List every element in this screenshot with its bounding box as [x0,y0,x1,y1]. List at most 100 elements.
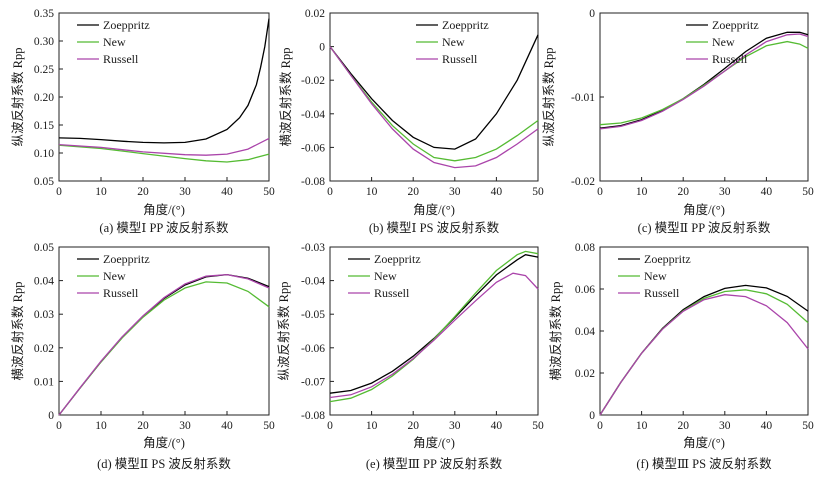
x-axis-title: 角度/(°) [413,202,455,217]
series-line-russell [58,137,270,156]
x-tick-label: 50 [802,186,814,198]
y-tick-label: 0.01 [34,376,54,388]
x-tick-label: 30 [719,186,731,198]
y-tick-label: -0.08 [301,176,325,188]
x-tick-label: 40 [761,186,773,198]
legend-label: Zoeppritz [442,18,489,32]
x-tick-label: 30 [179,186,191,198]
x-tick-label: 20 [407,420,419,432]
y-tick-label: 0 [589,8,595,20]
y-tick-label: 0.02 [34,343,54,355]
legend-label: Russell [712,52,748,66]
series-line-russell [329,46,539,169]
series-line-new [58,144,270,163]
x-tick-label: 10 [636,420,648,432]
chart-panel-d: 横波反射系数 Rpp 角度/(°) (d) 模型Ⅱ PS 波反射系数 0 10 20… [10,242,275,471]
y-axis-title: 横波反射系数 Rpp [10,282,25,381]
x-tick-label: 10 [636,186,648,198]
x-tick-label: 0 [597,186,603,198]
series-line-russell [599,33,809,130]
y-tick-label: 0.04 [575,326,595,338]
series-line-zoeppritz [58,18,270,144]
x-tick-label: 0 [597,420,603,432]
legend-label: Russell [103,52,139,66]
y-tick-label: 0.15 [34,120,54,132]
y-tick-label: -0.01 [571,92,595,104]
legend-label: Russell [103,286,139,300]
x-axis-title: 角度/(°) [143,202,185,217]
series-line-new [599,40,809,126]
series-line-russell [599,294,809,416]
panel-caption: (d) 模型Ⅱ PS 波反射系数 [97,456,231,471]
x-tick-label: 20 [407,186,419,198]
y-axis-title: 纵波反射系数 Rpp [10,48,25,147]
x-tick-label: 50 [532,186,544,198]
series-line-new [329,250,539,403]
plot-frame [58,246,270,416]
legend-label: New [374,269,397,283]
legend-label: Zoeppritz [374,252,421,266]
x-tick-label: 10 [95,420,107,432]
panel-caption: (e) 模型Ⅲ PP 波反射系数 [366,456,503,471]
legend-label: New [644,269,667,283]
series-line-russell [58,273,270,416]
y-tick-label: 0 [589,410,595,422]
x-tick-label: 30 [179,420,191,432]
x-tick-label: 50 [263,420,275,432]
series-line-zoeppritz [58,273,270,416]
x-tick-label: 40 [221,420,233,432]
y-tick-label: -0.04 [301,276,325,288]
y-tick-label: 0 [48,410,54,422]
y-axis-title: 横波反射系数 Rpp [278,48,293,147]
y-tick-label: -0.06 [301,343,325,355]
legend-label: Zoeppritz [644,252,691,266]
x-axis-title: 角度/(°) [413,435,455,450]
x-tick-label: 0 [56,186,62,198]
y-tick-label: -0.08 [301,410,325,422]
legend-label: New [103,269,126,283]
x-tick-label: 50 [263,186,275,198]
series-line-new [58,281,270,416]
y-tick-label: 0.10 [34,148,54,160]
plot-frame [329,246,539,416]
y-tick-label: -0.03 [301,242,325,254]
x-tick-label: 40 [491,420,503,432]
x-tick-label: 10 [366,186,378,198]
legend-label: Zoeppritz [103,18,150,32]
x-tick-label: 0 [56,420,62,432]
series-line-new [599,289,809,416]
plot-frame [599,246,809,416]
series-line-russell [329,272,539,399]
legend-label: Zoeppritz [103,252,150,266]
series-line-zoeppritz [329,34,539,150]
y-tick-label: 0.35 [34,8,54,20]
legend-label: Russell [374,286,410,300]
x-tick-label: 30 [449,420,461,432]
y-tick-label: 0 [319,42,325,54]
y-tick-label: 0.20 [34,92,54,104]
legend-label: New [442,35,465,49]
y-tick-label: 0.05 [34,242,54,254]
x-tick-label: 50 [532,420,544,432]
x-tick-label: 50 [802,420,814,432]
y-tick-label: 0.06 [575,284,595,296]
y-tick-label: 0.02 [305,8,325,20]
x-axis-title: 角度/(°) [683,435,725,450]
y-tick-label: 0.30 [34,36,54,48]
x-tick-label: 20 [677,186,689,198]
panel-caption: (b) 模型Ⅰ PS 波反射系数 [369,220,500,235]
x-axis-title: 角度/(°) [143,435,185,450]
legend-label: Russell [442,52,478,66]
x-tick-label: 40 [491,186,503,198]
chart-panel-a: 纵波反射系数 Rpp 角度/(°) (a) 模型Ⅰ PP 波反射系数 0 10 20… [10,8,275,235]
x-tick-label: 40 [761,420,773,432]
series-line-zoeppritz [599,31,809,129]
x-axis-title: 角度/(°) [683,202,725,217]
y-tick-label: -0.06 [301,142,325,154]
y-tick-label: 0.04 [34,276,54,288]
panel-caption: (c) 模型Ⅱ PP 波反射系数 [638,220,771,235]
x-tick-label: 30 [719,420,731,432]
chart-panel-f: 横波反射系数 Rpp 角度/(°) (f) 模型Ⅲ PS 波反射系数 0 10 20… [548,242,814,471]
x-tick-label: 20 [137,186,149,198]
x-tick-label: 0 [327,186,333,198]
